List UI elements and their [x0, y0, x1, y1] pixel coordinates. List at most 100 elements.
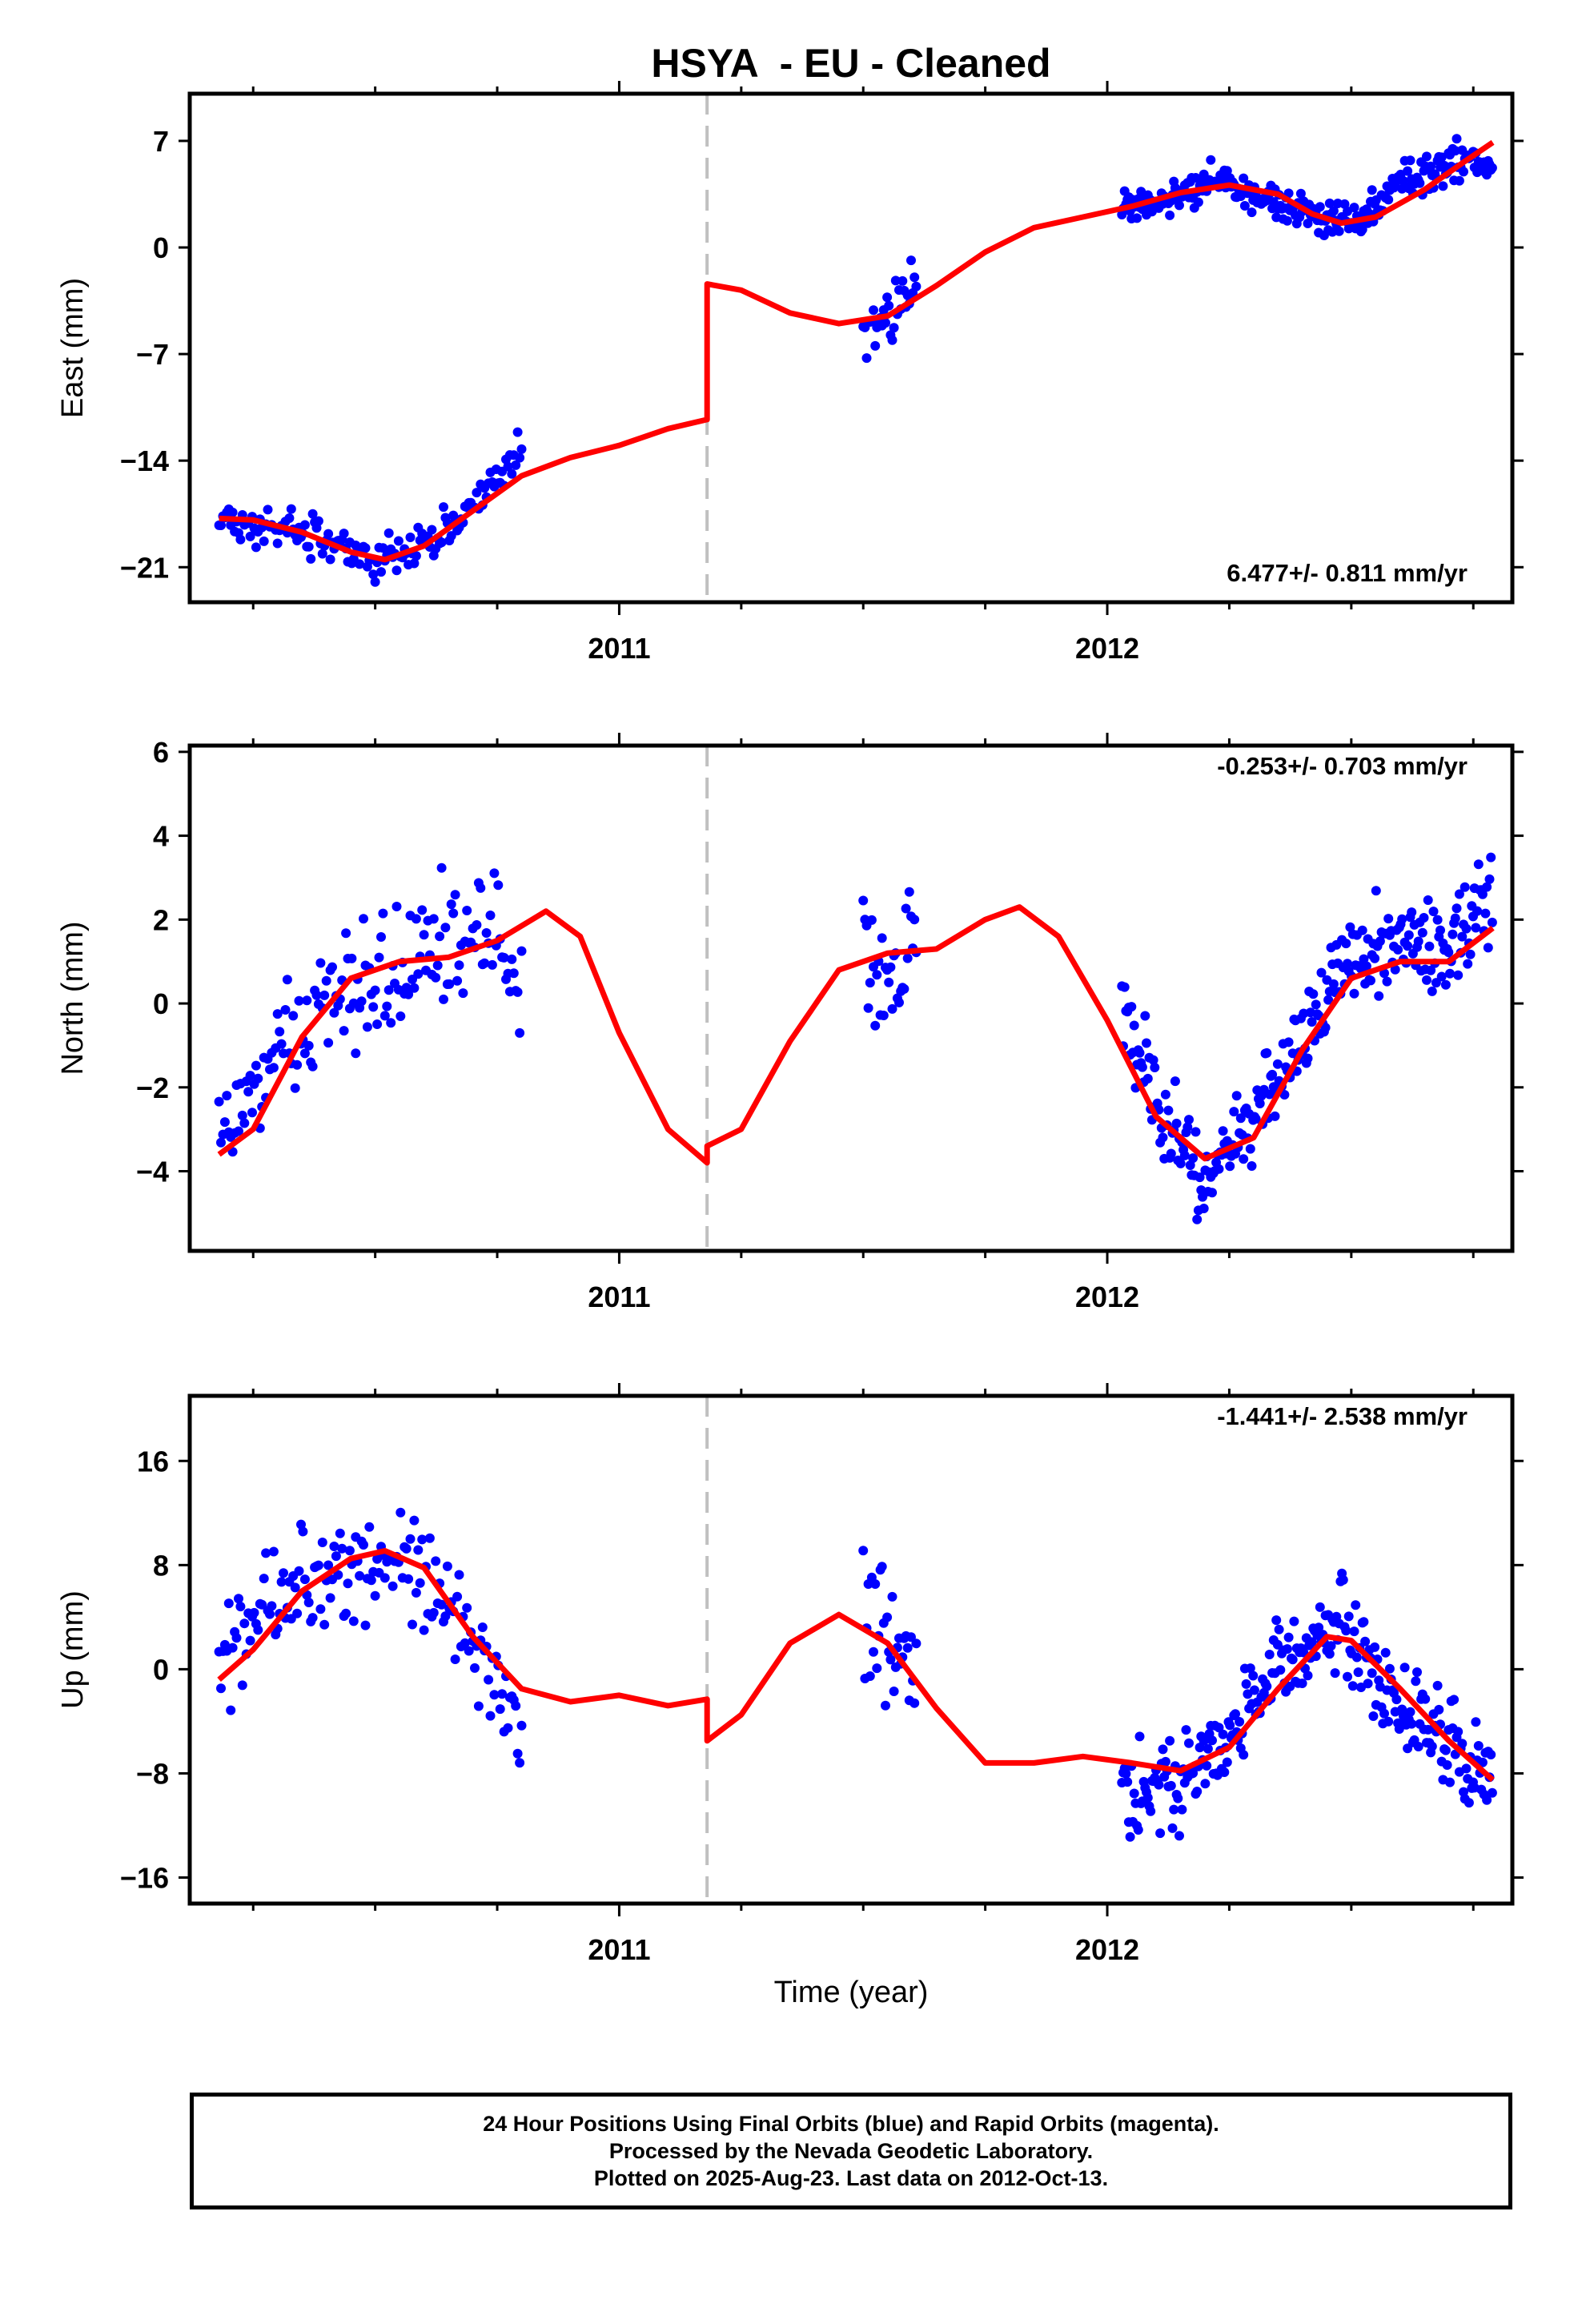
north-data-point: [1454, 889, 1464, 899]
up-data-point: [1165, 1735, 1175, 1746]
up-data-point: [1174, 1831, 1184, 1841]
up-data-point: [404, 1574, 414, 1584]
up-data-point: [341, 1608, 351, 1618]
up-data-point: [417, 1534, 428, 1545]
north-data-point: [1357, 925, 1367, 935]
east-data-point: [427, 525, 437, 535]
up-data-point: [1432, 1680, 1443, 1691]
up-data-point: [1282, 1644, 1292, 1655]
footer-line-2: Processed by the Nevada Geodetic Laborat…: [608, 2139, 1094, 2163]
east-data-point: [1222, 166, 1232, 176]
east-data-point: [472, 488, 482, 498]
north-data-point: [1150, 1063, 1160, 1072]
north-data-point: [1137, 1062, 1147, 1072]
east-data-point: [515, 452, 525, 463]
up-data-point: [1303, 1671, 1313, 1681]
north-data-point: [1487, 917, 1497, 927]
north-data-point: [1316, 967, 1327, 978]
up-data-point: [1264, 1650, 1275, 1659]
north-data-point: [1142, 1073, 1153, 1084]
up-data-point: [1192, 1787, 1203, 1796]
east-y-tick-label: 7: [153, 125, 169, 158]
east-data-point: [339, 529, 349, 539]
up-data-point: [294, 1566, 304, 1576]
north-data-point: [1432, 915, 1443, 925]
up-data-point: [1248, 1671, 1259, 1681]
east-data-point: [870, 340, 881, 351]
up-data-point: [515, 1758, 525, 1768]
up-data-point: [909, 1698, 920, 1708]
up-data-point: [1343, 1611, 1354, 1622]
up-data-point: [292, 1608, 303, 1618]
north-data-point: [321, 975, 331, 986]
north-data-point: [1443, 947, 1454, 958]
north-data-point: [1308, 989, 1319, 999]
north-data-point: [858, 895, 869, 906]
up-data-point: [1173, 1793, 1183, 1803]
east-data-point: [393, 536, 404, 546]
north-data-point: [901, 903, 911, 914]
north-data-point: [508, 968, 519, 979]
north-data-point: [1323, 995, 1334, 1005]
north-data-point: [1379, 968, 1389, 979]
north-data-point: [372, 1019, 383, 1029]
north-data-point: [1461, 923, 1472, 934]
east-data-points: [214, 134, 1497, 587]
north-data-point: [431, 972, 441, 983]
up-data-point: [268, 1546, 279, 1557]
up-data-point: [436, 1599, 447, 1610]
up-data-point: [1314, 1622, 1324, 1633]
north-data-point: [1407, 907, 1417, 918]
north-data-point: [341, 928, 351, 939]
east-data-point: [1339, 199, 1350, 209]
north-data-point: [1267, 1069, 1278, 1080]
north-data-point: [268, 1063, 279, 1073]
east-data-point: [507, 468, 517, 479]
up-rate-label: -1.441+/- 2.538 mm/yr: [1217, 1402, 1468, 1430]
up-data-points: [214, 1507, 1497, 1842]
east-y-axis-label: East (mm): [56, 278, 90, 418]
up-data-point: [276, 1577, 287, 1587]
east-data-point: [1422, 151, 1431, 162]
up-data-point: [279, 1568, 288, 1578]
north-data-point: [1477, 889, 1488, 899]
east-data-point: [1487, 163, 1497, 173]
north-rate-label: -0.253+/- 0.703 mm/yr: [1217, 752, 1468, 780]
up-data-point: [1453, 1727, 1464, 1737]
east-data-point: [323, 529, 334, 539]
north-data-point: [1343, 959, 1352, 969]
north-data-point: [1126, 1002, 1137, 1012]
north-data-point: [1148, 1055, 1158, 1065]
up-data-point: [1351, 1652, 1362, 1663]
up-data-point: [512, 1748, 523, 1759]
up-data-point: [1464, 1798, 1474, 1808]
up-data-point: [337, 1543, 347, 1554]
up-data-point: [1218, 1729, 1228, 1739]
up-data-point: [1367, 1668, 1377, 1679]
east-data-point: [317, 549, 327, 559]
north-data-point: [507, 954, 517, 964]
north-data-point: [515, 1027, 525, 1038]
up-data-point: [1169, 1804, 1179, 1815]
north-data-point: [1486, 852, 1496, 862]
north-data-point: [432, 960, 443, 971]
up-data-point: [1399, 1663, 1410, 1673]
north-data-point: [280, 1005, 291, 1015]
north-y-tick-label: 2: [153, 903, 169, 936]
east-data-point: [370, 577, 380, 587]
up-y-axis-label: Up (mm): [56, 1590, 90, 1709]
up-y-tick-label: −8: [136, 1757, 169, 1790]
east-data-point: [355, 559, 365, 569]
north-data-point: [1199, 1204, 1209, 1213]
north-data-point: [1440, 979, 1451, 990]
north-data-point: [1192, 1214, 1203, 1224]
north-data-point: [214, 1096, 224, 1107]
north-data-point: [1160, 1089, 1170, 1100]
north-data-point: [1445, 968, 1455, 979]
up-data-point: [511, 1701, 521, 1711]
north-data-point: [329, 1007, 339, 1018]
north-data-point: [1460, 882, 1470, 892]
east-data-point: [376, 567, 386, 577]
east-data-point: [1403, 166, 1413, 176]
east-data-point: [325, 554, 335, 565]
